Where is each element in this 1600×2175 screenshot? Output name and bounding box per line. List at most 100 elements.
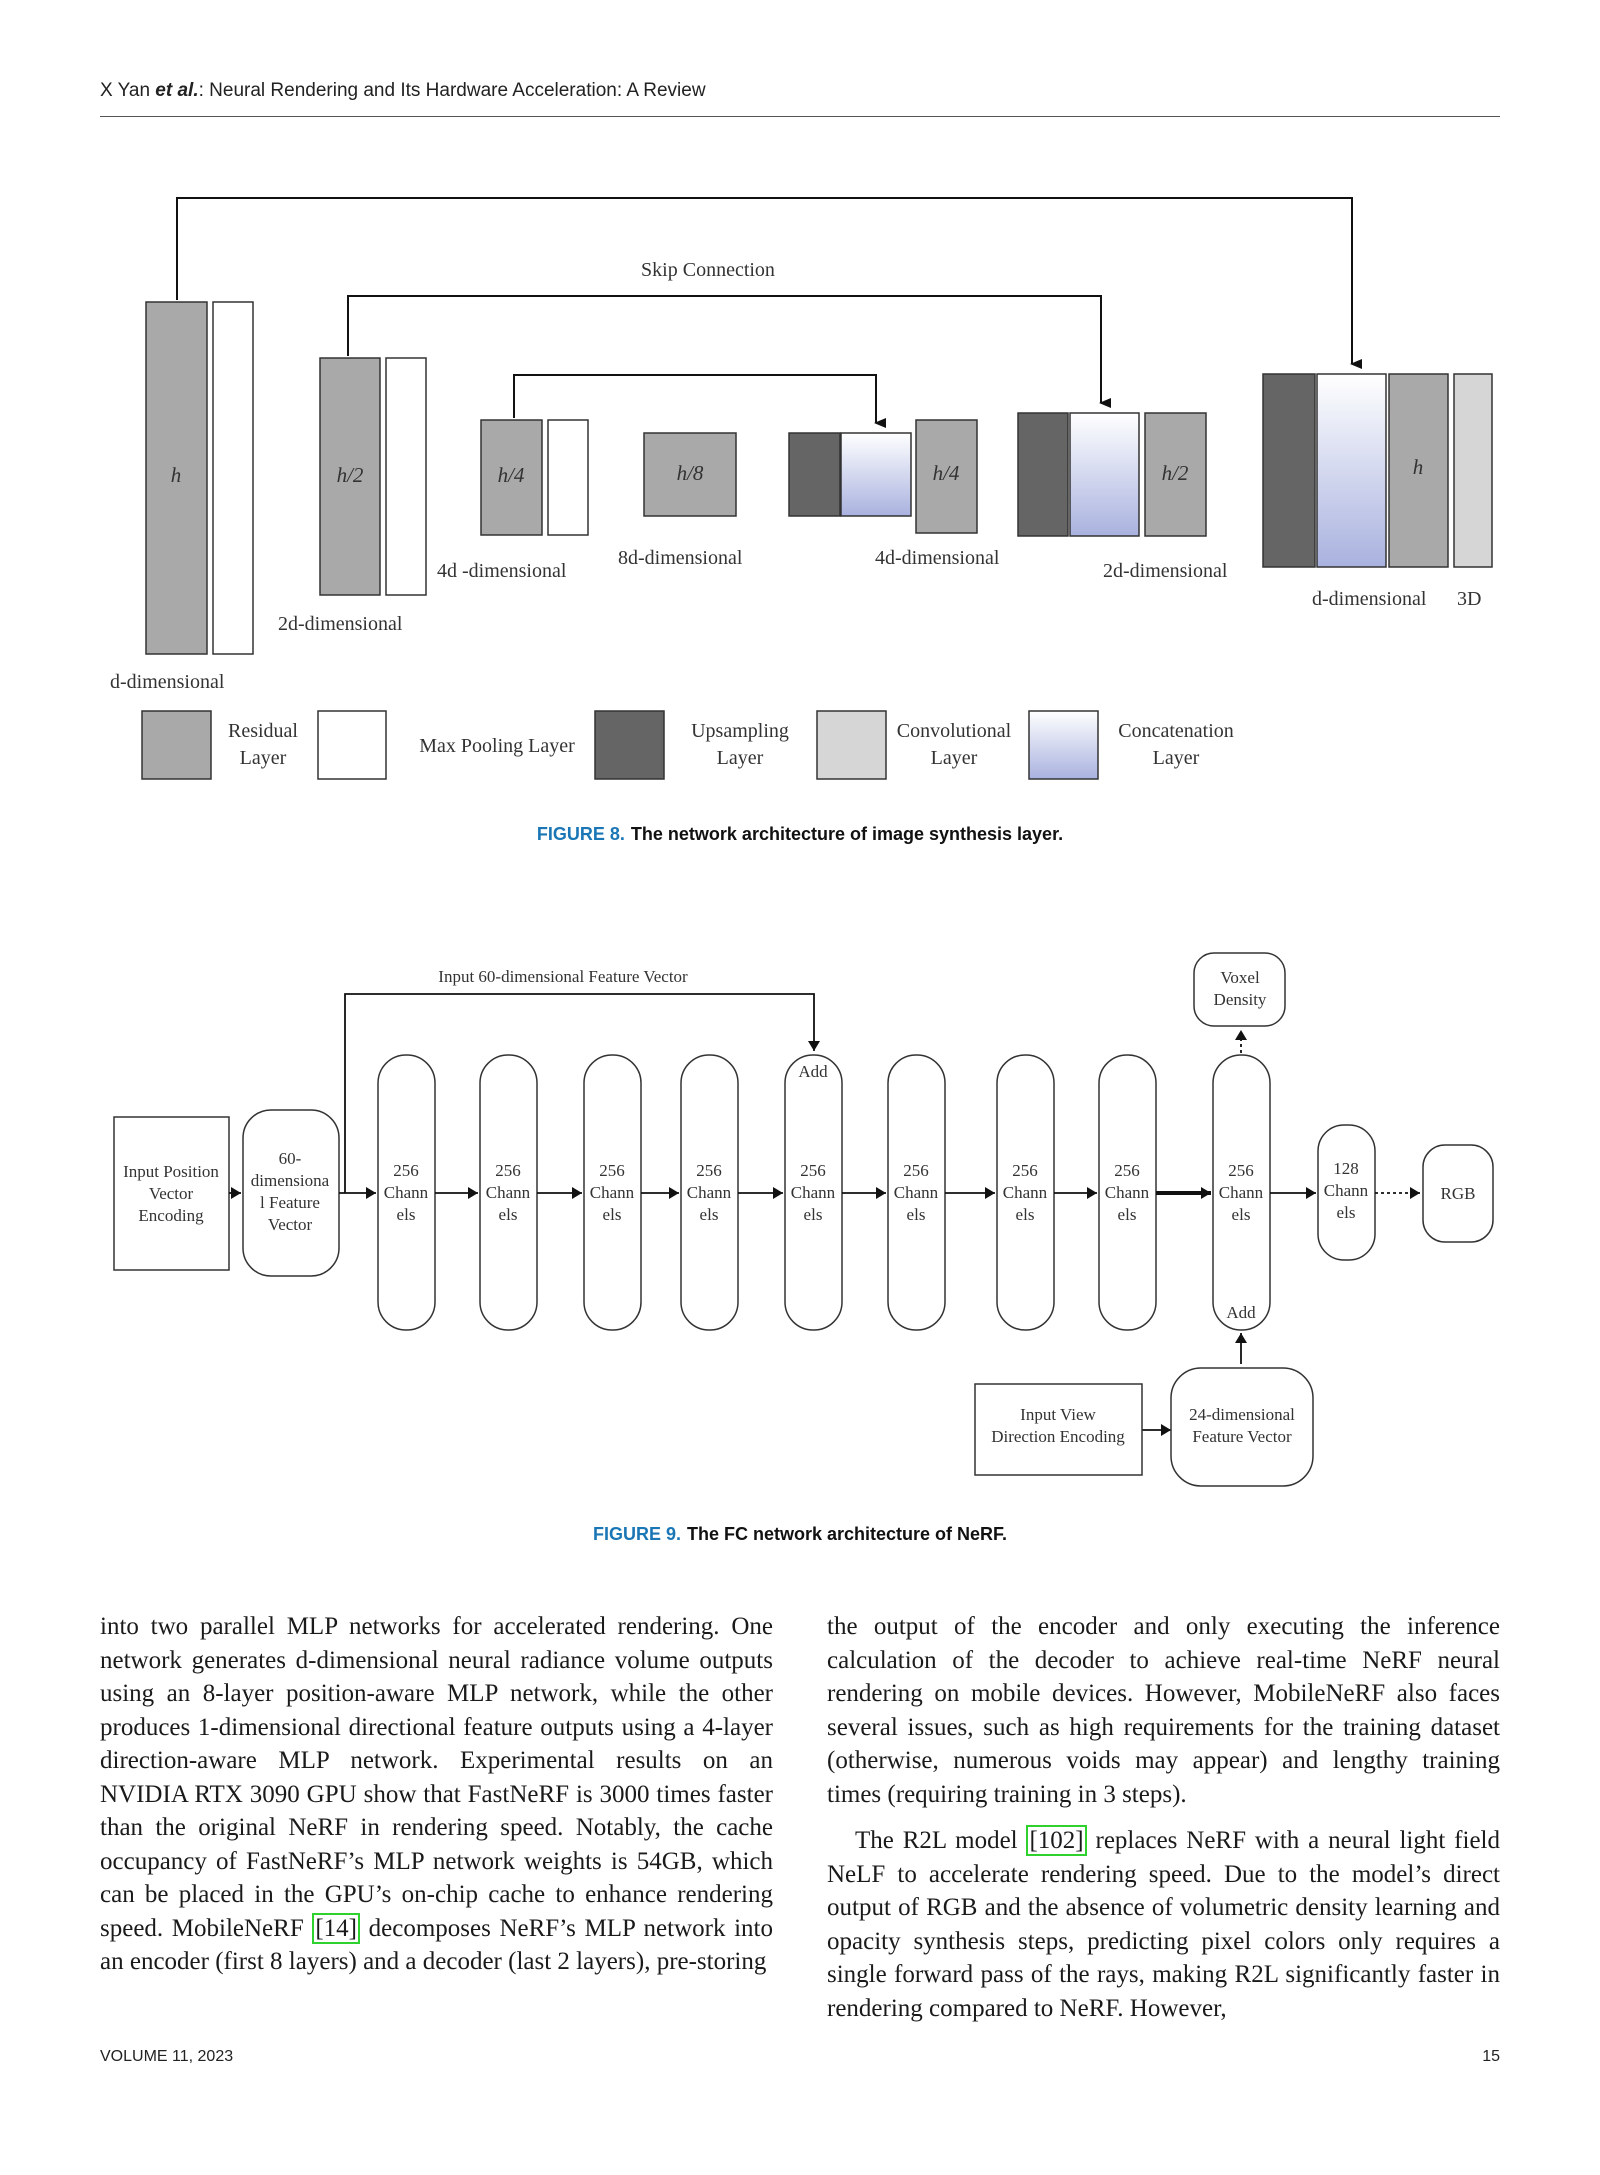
add-label-top: Add xyxy=(798,1062,828,1081)
svg-text:256: 256 xyxy=(1114,1161,1140,1180)
figure-9-label: FIGURE 9. xyxy=(592,1524,681,1544)
svg-text:256: 256 xyxy=(1228,1161,1254,1180)
voxel-density-box xyxy=(1193,952,1286,1027)
dec1-residual xyxy=(915,419,978,534)
rgb-box xyxy=(1422,1144,1494,1243)
layer-7-label: 256 Chann els xyxy=(1003,1161,1048,1224)
svg-text:Chann: Chann xyxy=(1003,1183,1048,1202)
svg-text:Chann: Chann xyxy=(1105,1183,1150,1202)
legend-label: Concatenation xyxy=(1118,720,1234,742)
enc3-pool xyxy=(547,419,589,536)
citation-link[interactable]: [14] xyxy=(312,1912,361,1944)
h-label: h/4 xyxy=(933,461,960,485)
h-label: h xyxy=(1413,455,1424,479)
h-label: h xyxy=(171,463,182,487)
dec1-upsample xyxy=(788,432,841,517)
feature24-label: Feature Vector xyxy=(1192,1427,1292,1446)
header-rule xyxy=(100,116,1500,117)
header-etal: et al. xyxy=(155,80,199,101)
skip-connection-2 xyxy=(347,295,1111,408)
legend-label: Upsampling xyxy=(691,720,789,742)
footer-page-number: 15 xyxy=(1482,2048,1500,2065)
svg-text:els: els xyxy=(700,1205,719,1224)
enc1-pool xyxy=(212,301,254,655)
svg-text:Chann: Chann xyxy=(486,1183,531,1202)
svg-text:els: els xyxy=(1232,1205,1251,1224)
svg-text:256: 256 xyxy=(495,1161,521,1180)
bottleneck-residual xyxy=(643,432,737,517)
feature24-box xyxy=(1170,1367,1314,1487)
dec2-residual xyxy=(1144,412,1207,537)
dim-label: 2d-dimensional xyxy=(278,613,403,635)
header-authors: X Yan xyxy=(100,80,156,101)
svg-text:Chann: Chann xyxy=(1219,1183,1264,1202)
svg-text:els: els xyxy=(804,1205,823,1224)
layer-5-label: 256 Chann els xyxy=(791,1161,836,1224)
layer-2-label: 256 Chann els xyxy=(486,1161,531,1224)
svg-text:els: els xyxy=(1118,1205,1137,1224)
feature-vector-label: 60- xyxy=(279,1149,302,1168)
dim-label: 4d-dimensional xyxy=(875,547,1000,569)
svg-text:els: els xyxy=(907,1205,926,1224)
enc1-residual xyxy=(145,301,208,655)
layer-4-label: 256 Chann els xyxy=(687,1161,732,1224)
view-direction-label: Direction Encoding xyxy=(991,1427,1125,1446)
svg-text:256: 256 xyxy=(599,1161,625,1180)
add-label-bottom: Add xyxy=(1226,1303,1256,1322)
svg-text:els: els xyxy=(397,1205,416,1224)
dec2-upsample xyxy=(1017,412,1069,537)
feature-vector-label: dimensiona xyxy=(251,1171,330,1190)
legend-swatch-pool xyxy=(317,710,387,780)
legend-label: Layer xyxy=(1153,747,1200,769)
footer-volume: VOLUME 11, 2023 xyxy=(100,2048,234,2065)
legend-label: Layer xyxy=(717,747,764,769)
svg-text:256: 256 xyxy=(1012,1161,1038,1180)
svg-text:Chann: Chann xyxy=(894,1183,939,1202)
layer-10-label: 128 Chann els xyxy=(1324,1159,1369,1222)
view-direction-label: Input View xyxy=(1020,1405,1096,1424)
input-feature-skip-label: Input 60-dimensional Feature Vector xyxy=(438,967,688,986)
dim-label: 3D xyxy=(1457,588,1481,610)
legend-label: Residual xyxy=(228,720,298,742)
h-label: h/4 xyxy=(498,463,525,487)
svg-text:Chann: Chann xyxy=(791,1183,836,1202)
dec3-conv xyxy=(1453,373,1493,568)
legend-label: Convolutional xyxy=(897,720,1012,742)
dim-label: 8d-dimensional xyxy=(618,547,743,569)
figure-9-caption-text: The FC network architecture of NeRF. xyxy=(686,1524,1008,1544)
dec2-concat xyxy=(1069,412,1140,537)
svg-text:Chann: Chann xyxy=(590,1183,635,1202)
skip-connection-1 xyxy=(176,197,1362,369)
skip-connection-3 xyxy=(513,374,886,428)
figure-8-caption: FIGURE 8. The network architecture of ima… xyxy=(0,824,1600,845)
enc2-pool xyxy=(385,357,427,596)
input-position-label: Input Position xyxy=(123,1162,219,1181)
layer-3-label: 256 Chann els xyxy=(590,1161,635,1224)
legend-swatch-conv xyxy=(816,710,887,780)
layer-6-label: 256 Chann els xyxy=(894,1161,939,1224)
layer-1-label: 256 Chann els xyxy=(384,1161,429,1224)
citation-link[interactable]: [102] xyxy=(1026,1825,1087,1856)
layer-8-label: 256 Chann els xyxy=(1105,1161,1150,1224)
dim-label: d-dimensional xyxy=(1312,588,1427,610)
rgb-label: RGB xyxy=(1441,1184,1476,1203)
svg-text:256: 256 xyxy=(800,1161,826,1180)
dim-label: 2d-dimensional xyxy=(1103,560,1228,582)
feature-vector-label: l Feature xyxy=(260,1193,320,1212)
dec3-concat xyxy=(1316,373,1387,568)
svg-text:256: 256 xyxy=(696,1161,722,1180)
feature-vector-label: Vector xyxy=(268,1215,313,1234)
view-direction-box xyxy=(974,1383,1143,1476)
svg-text:Chann: Chann xyxy=(384,1183,429,1202)
legend-label: Layer xyxy=(931,747,978,769)
running-head: X Yan et al.: Neural Rendering and Its H… xyxy=(100,80,706,102)
svg-text:256: 256 xyxy=(393,1161,419,1180)
svg-text:els: els xyxy=(499,1205,518,1224)
h-label: h/2 xyxy=(1162,461,1189,485)
svg-text:els: els xyxy=(1016,1205,1035,1224)
legend-label: Layer xyxy=(240,747,287,769)
skip-connection-label: Skip Connection xyxy=(641,259,775,281)
dec3-upsample xyxy=(1262,373,1316,568)
figure-8-caption-text: The network architecture of image synthe… xyxy=(630,824,1064,844)
enc3-residual xyxy=(480,419,543,536)
